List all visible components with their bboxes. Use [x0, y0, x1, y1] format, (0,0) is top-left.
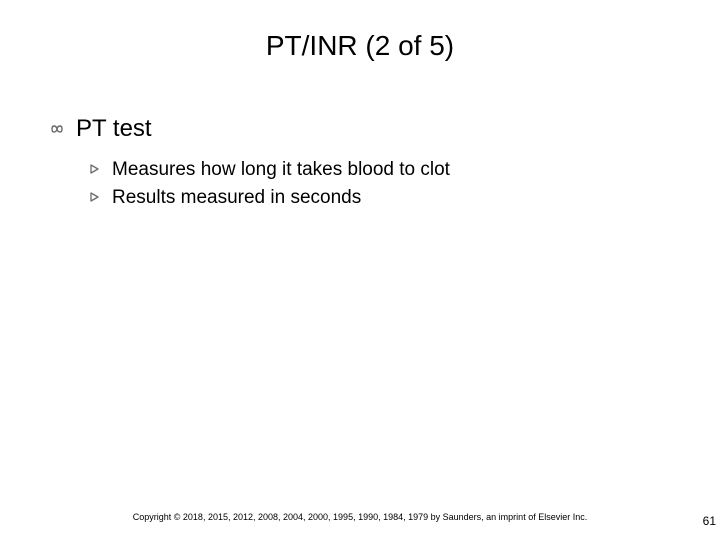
- slide-body: PT test Measures how long it takes blood…: [50, 115, 670, 213]
- slide-title-region: PT/INR (2 of 5): [0, 30, 720, 62]
- bullet-level1-text: PT test: [76, 115, 152, 144]
- knot-icon: [50, 115, 76, 136]
- bullet-level2-text: Measures how long it takes blood to clot: [112, 158, 450, 182]
- triangle-right-icon: [90, 186, 112, 202]
- bullet-level2-text: Results measured in seconds: [112, 186, 361, 210]
- slide-title: PT/INR (2 of 5): [266, 30, 454, 61]
- bullet-level2: Results measured in seconds: [90, 186, 670, 210]
- copyright-text: Copyright © 2018, 2015, 2012, 2008, 2004…: [0, 512, 720, 522]
- bullet-level2: Measures how long it takes blood to clot: [90, 158, 670, 182]
- bullet-level1: PT test: [50, 115, 670, 144]
- page-number: 61: [703, 514, 716, 528]
- triangle-right-icon: [90, 158, 112, 174]
- slide: PT/INR (2 of 5) PT test Measures how lon…: [0, 0, 720, 540]
